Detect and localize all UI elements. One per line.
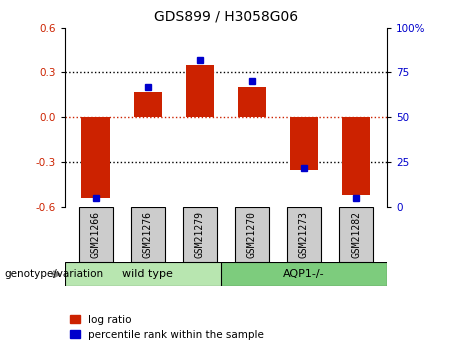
Text: GSM21282: GSM21282 (351, 211, 361, 258)
Legend: log ratio, percentile rank within the sample: log ratio, percentile rank within the sa… (70, 315, 264, 340)
FancyBboxPatch shape (131, 207, 165, 262)
Text: genotype/variation: genotype/variation (5, 269, 104, 279)
Bar (185, 65, 214, 117)
FancyBboxPatch shape (235, 207, 269, 262)
Text: GSM21276: GSM21276 (143, 211, 153, 258)
FancyBboxPatch shape (221, 262, 387, 286)
Bar (237, 87, 266, 117)
FancyBboxPatch shape (339, 207, 373, 262)
Bar (134, 92, 162, 117)
Text: wild type: wild type (122, 269, 173, 279)
Text: AQP1-/-: AQP1-/- (283, 269, 325, 279)
Text: GSM21266: GSM21266 (91, 211, 101, 258)
Text: GSM21279: GSM21279 (195, 211, 205, 258)
Text: GSM21273: GSM21273 (299, 211, 309, 258)
FancyBboxPatch shape (287, 207, 321, 262)
Title: GDS899 / H3058G06: GDS899 / H3058G06 (154, 10, 298, 24)
Text: GSM21270: GSM21270 (247, 211, 257, 258)
Bar (290, 117, 318, 170)
FancyBboxPatch shape (65, 262, 231, 286)
FancyBboxPatch shape (183, 207, 217, 262)
FancyBboxPatch shape (79, 207, 112, 262)
Bar (82, 117, 110, 198)
Bar (342, 117, 370, 195)
